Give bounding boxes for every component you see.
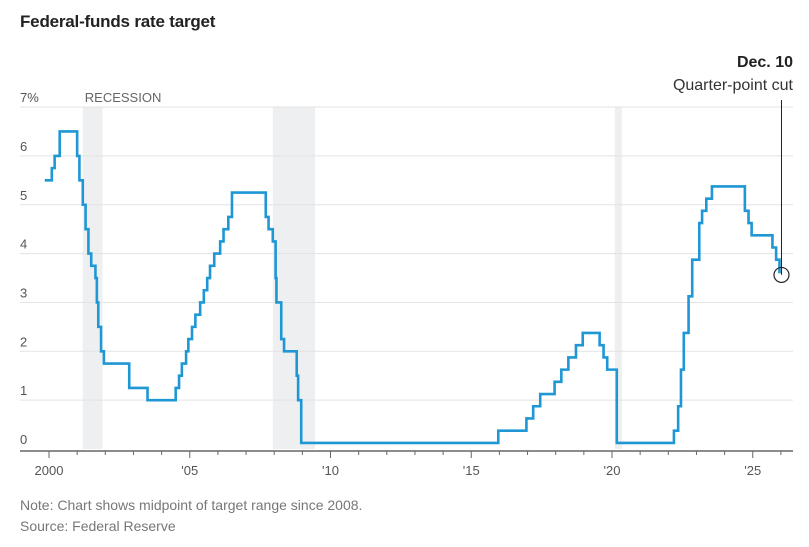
chart-source: Source: Federal Reserve — [20, 518, 176, 534]
x-axis: 2000 '05 '10 '15 '20 '25 — [20, 450, 793, 478]
recession-band — [82, 107, 103, 449]
x-tick-label: '25 — [744, 463, 761, 478]
annotation-marker-circle — [773, 266, 790, 284]
x-tick-label: '05 — [181, 463, 198, 478]
y-tick-label: 4 — [20, 237, 27, 252]
y-tick-label: 5 — [20, 188, 27, 203]
y-axis-ticks: 0 1 2 3 4 5 6 7% — [20, 90, 39, 447]
gridlines — [20, 106, 793, 401]
annotation-text: Quarter-point cut — [672, 77, 793, 94]
series-layer — [44, 130, 781, 445]
x-tick-label: '20 — [604, 463, 621, 478]
rate-line — [44, 130, 781, 445]
y-tick-label: 1 — [20, 383, 27, 398]
y-tick-label: 3 — [20, 285, 27, 300]
recession-band — [614, 107, 622, 449]
chart-note: Note: Chart shows midpoint of target ran… — [20, 497, 363, 513]
x-tick-label: '15 — [463, 463, 480, 478]
y-tick-label: 2 — [20, 334, 27, 349]
recession-bands: RECESSION — [82, 90, 622, 449]
annotation-date: Dec. 10 — [736, 54, 793, 71]
y-tick-label: 7% — [20, 90, 39, 105]
x-tick-label: '10 — [322, 463, 339, 478]
y-tick-label: 0 — [20, 432, 27, 447]
recession-label: RECESSION — [85, 90, 162, 105]
x-tick-label: 2000 — [35, 463, 64, 478]
annotation-layer — [773, 100, 790, 284]
y-tick-label: 6 — [20, 139, 27, 154]
chart-title: Federal-funds rate target — [20, 12, 216, 31]
recession-band — [272, 107, 316, 449]
